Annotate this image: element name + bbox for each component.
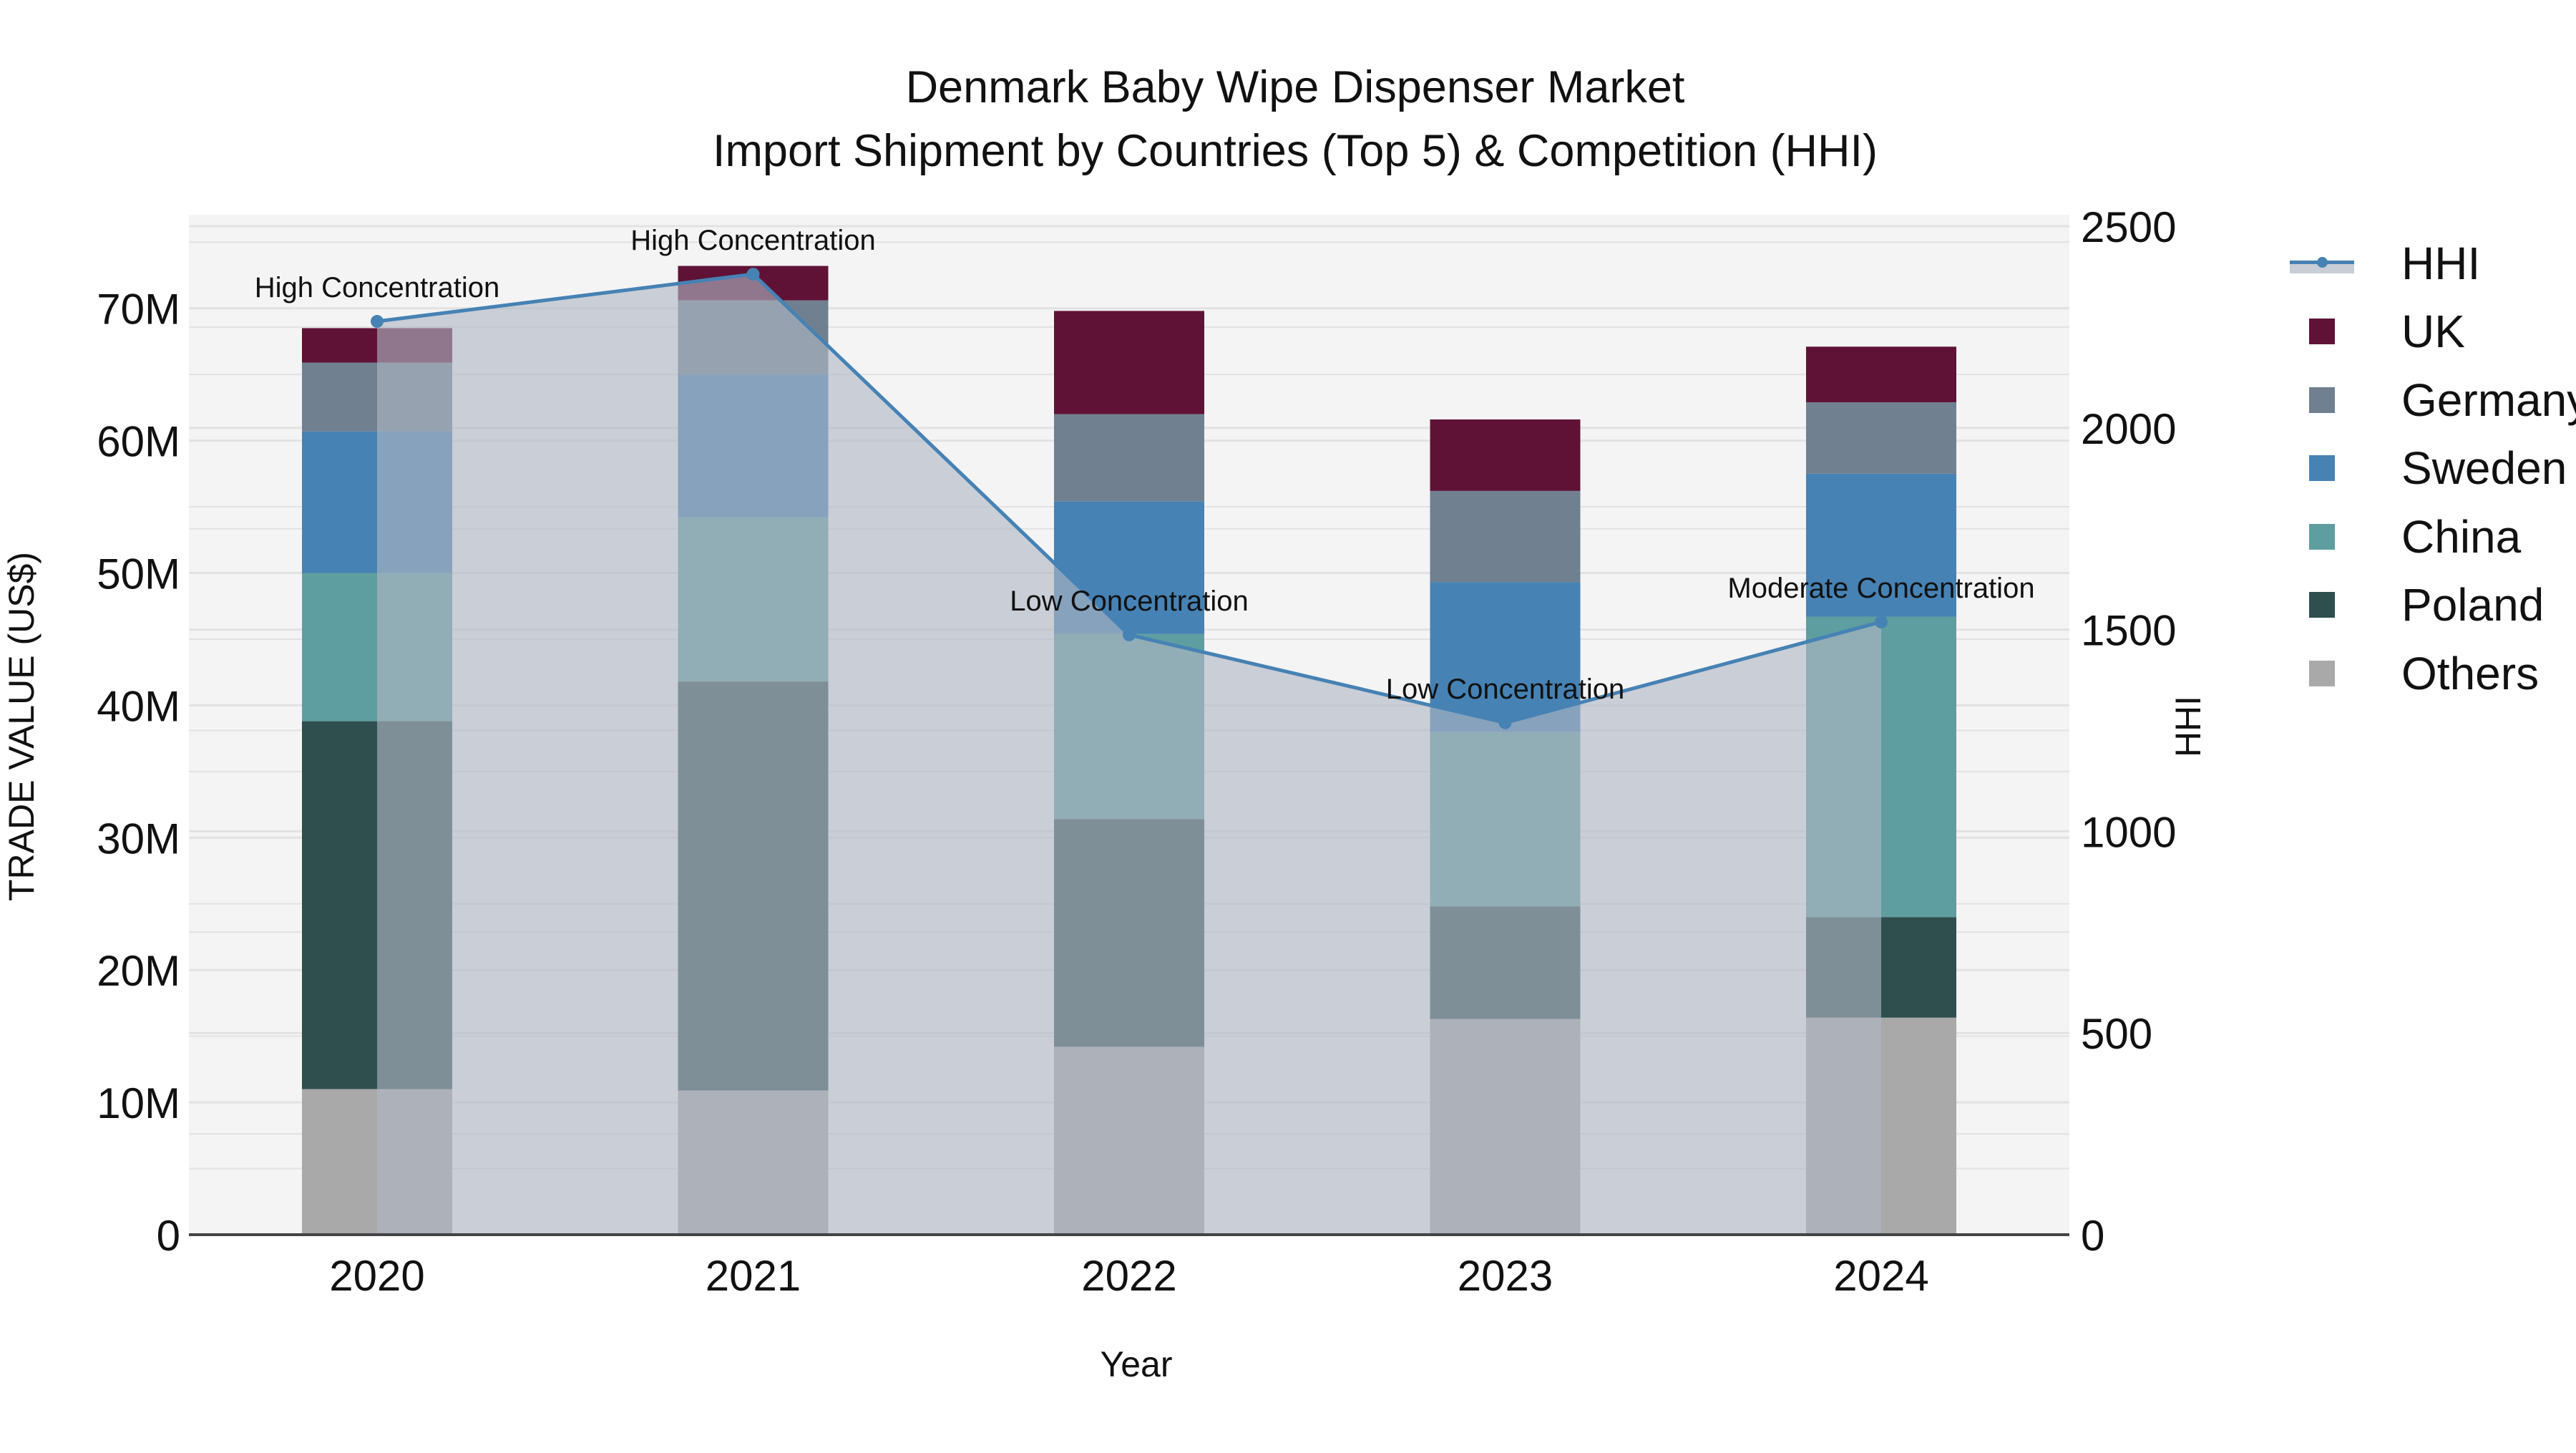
legend-swatch-container [2275, 387, 2368, 413]
hhi-marker-2024 [1875, 615, 1888, 628]
line-marker-icon [2290, 249, 2354, 278]
legend-label: Others [2401, 647, 2540, 699]
bar-segment-uk-2022 [1054, 311, 1204, 414]
legend-item-hhi[interactable]: HHI [2275, 229, 2576, 298]
hhi-marker-2023 [1498, 716, 1512, 729]
y-left-tick-label: 40M [97, 682, 180, 730]
legend-item-others[interactable]: Others [2275, 639, 2576, 708]
bar-segment-uk-2024 [1806, 346, 1956, 402]
y-right-tick-label: 1000 [2081, 808, 2176, 856]
chart-title-line2: Import Shipment by Countries (Top 5) & C… [713, 126, 1878, 176]
y-left-tick-label: 20M [97, 947, 180, 995]
x-tick-label: 2020 [329, 1252, 424, 1300]
annotation-2023: Low Concentration [1386, 674, 1625, 705]
bar-segment-germany-2024 [1806, 402, 1956, 474]
legend-label: China [2401, 510, 2522, 563]
y-left-tick-label: 60M [97, 418, 180, 466]
legend-swatch-container [2275, 592, 2368, 618]
x-tick-label: 2023 [1458, 1252, 1553, 1300]
bar-segment-sweden-2024 [1806, 473, 1956, 617]
hhi-marker-2022 [1123, 628, 1136, 641]
legend-label: Sweden [2401, 442, 2567, 495]
bar-segment-uk-2023 [1430, 419, 1581, 491]
y-right-tick-label: 500 [2081, 1010, 2152, 1058]
y-left-tick-label: 70M [97, 286, 180, 334]
color-square-icon [2309, 387, 2335, 413]
legend-label: UK [2401, 306, 2465, 358]
x-axis-ticks: 2020 2021 2022 2023 2024 [329, 1252, 1928, 1300]
legend-item-poland[interactable]: Poland [2275, 571, 2576, 640]
hhi-marker-2021 [746, 268, 760, 281]
legend-label: Germany [2401, 374, 2576, 426]
y-axis-left-ticks: 0 10M 20M 30M 40M 50M 60M 70M [97, 286, 180, 1260]
legend-label: Poland [2401, 579, 2545, 631]
y-left-tick-label: 0 [157, 1212, 180, 1260]
legend-label: HHI [2401, 237, 2481, 289]
annotation-2022: Low Concentration [1010, 585, 1249, 617]
legend-swatch-container [2275, 249, 2368, 278]
legend-item-china[interactable]: China [2275, 502, 2576, 571]
legend: HHI UK Germany Sweden China Poland Others [2275, 229, 2576, 708]
legend-swatch-container [2275, 523, 2368, 550]
bar-segment-germany-2022 [1054, 414, 1204, 502]
legend-item-uk[interactable]: UK [2275, 298, 2576, 366]
y-axis-right-ticks: 0 500 1000 1500 2000 2500 [2081, 203, 2176, 1260]
x-tick-label: 2022 [1081, 1252, 1176, 1300]
y-left-tick-label: 50M [97, 550, 180, 598]
hhi-area [377, 274, 1881, 1235]
chart-title-line1: Denmark Baby Wipe Dispenser Market [906, 62, 1685, 112]
color-square-icon [2309, 455, 2335, 482]
legend-swatch-container [2275, 319, 2368, 345]
y-axis-right-title: HHI [2168, 696, 2208, 757]
bar-segment-sweden-2023 [1430, 582, 1581, 732]
hhi-marker-2020 [371, 315, 384, 329]
color-square-icon [2309, 523, 2335, 550]
color-square-icon [2309, 319, 2335, 345]
color-square-icon [2309, 592, 2335, 618]
x-tick-label: 2021 [706, 1252, 801, 1300]
hhi-annotations: High Concentration High Concentration Low … [255, 225, 2035, 705]
legend-item-germany[interactable]: Germany [2275, 366, 2576, 434]
y-right-tick-label: 1500 [2081, 607, 2176, 655]
y-right-tick-label: 2000 [2081, 405, 2176, 453]
legend-item-sweden[interactable]: Sweden [2275, 434, 2576, 503]
x-tick-label: 2024 [1833, 1252, 1928, 1300]
bar-segment-germany-2023 [1430, 490, 1581, 583]
annotation-2021: High Concentration [630, 225, 875, 256]
hhi-area-fill [377, 274, 1881, 1235]
x-axis-title: Year [1100, 1344, 1172, 1384]
y-right-tick-label: 2500 [2081, 203, 2176, 251]
annotation-2020: High Concentration [255, 272, 499, 303]
legend-swatch-container [2275, 455, 2368, 482]
legend-swatch-container [2275, 660, 2368, 686]
annotation-2024: Moderate Concentration [1727, 573, 2034, 604]
hhi-line [371, 268, 1888, 729]
y-left-tick-label: 10M [97, 1079, 180, 1127]
color-square-icon [2309, 660, 2335, 686]
y-axis-left-title: TRADE VALUE (US$) [1, 552, 42, 901]
y-right-tick-label: 0 [2081, 1212, 2104, 1260]
y-left-tick-label: 30M [97, 815, 180, 862]
